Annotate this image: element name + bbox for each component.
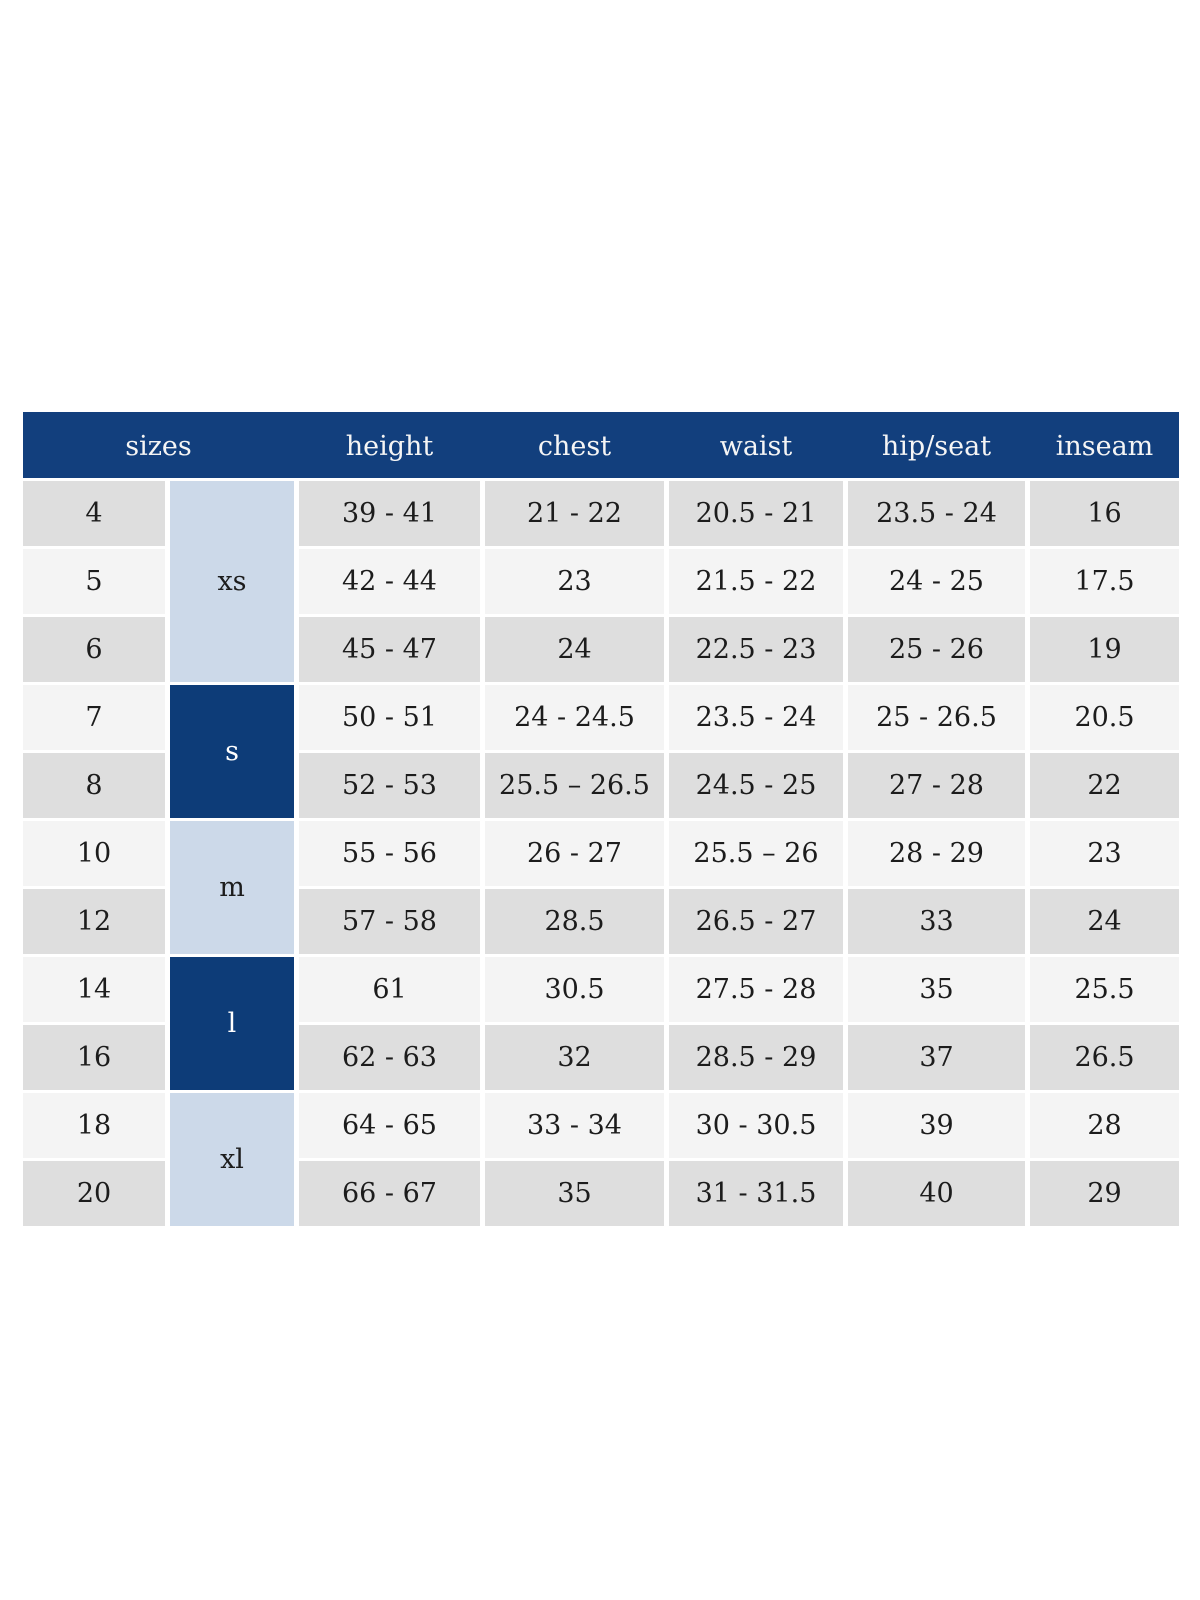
- inseam-cell: 16: [1030, 481, 1179, 546]
- size-cell: 14: [23, 957, 165, 1022]
- size-group-m: m: [170, 821, 294, 954]
- inseam-cell: 23: [1030, 821, 1179, 886]
- hip-seat-cell: 25 - 26: [848, 617, 1025, 682]
- height-cell: 42 - 44: [299, 549, 480, 614]
- chest-cell: 32: [485, 1025, 664, 1090]
- height-cell: 62 - 63: [299, 1025, 480, 1090]
- inseam-cell: 25.5: [1030, 957, 1179, 1022]
- size-cell: 5: [23, 549, 165, 614]
- waist-cell: 25.5 – 26: [669, 821, 843, 886]
- hip-seat-cell: 39: [848, 1093, 1025, 1158]
- size-cell: 7: [23, 685, 165, 750]
- size-group-xl: xl: [170, 1093, 294, 1226]
- chest-cell: 21 - 22: [485, 481, 664, 546]
- size-cell: 12: [23, 889, 165, 954]
- hip-seat-cell: 33: [848, 889, 1025, 954]
- inseam-cell: 29: [1030, 1161, 1179, 1226]
- chest-cell: 24 - 24.5: [485, 685, 664, 750]
- header-waist: waist: [719, 430, 793, 462]
- height-cell: 57 - 58: [299, 889, 480, 954]
- waist-cell: 20.5 - 21: [669, 481, 843, 546]
- chest-cell: 23: [485, 549, 664, 614]
- waist-cell: 28.5 - 29: [669, 1025, 843, 1090]
- hip-seat-cell: 28 - 29: [848, 821, 1025, 886]
- height-cell: 66 - 67: [299, 1161, 480, 1226]
- table-header-row: sizes height chest waist hip/seat inseam: [23, 412, 1179, 478]
- waist-cell: 30 - 30.5: [669, 1093, 843, 1158]
- inseam-cell: 24: [1030, 889, 1179, 954]
- waist-cell: 24.5 - 25: [669, 753, 843, 818]
- hip-seat-cell: 40: [848, 1161, 1025, 1226]
- hip-seat-cell: 27 - 28: [848, 753, 1025, 818]
- height-cell: 55 - 56: [299, 821, 480, 886]
- height-cell: 64 - 65: [299, 1093, 480, 1158]
- waist-cell: 27.5 - 28: [669, 957, 843, 1022]
- size-chart-table: sizes height chest waist hip/seat inseam…: [23, 412, 1179, 1226]
- inseam-cell: 22: [1030, 753, 1179, 818]
- size-cell: 6: [23, 617, 165, 682]
- hip-seat-cell: 35: [848, 957, 1025, 1022]
- waist-cell: 21.5 - 22: [669, 549, 843, 614]
- height-cell: 61: [299, 957, 480, 1022]
- waist-cell: 22.5 - 23: [669, 617, 843, 682]
- size-cell: 16: [23, 1025, 165, 1090]
- waist-cell: 31 - 31.5: [669, 1161, 843, 1226]
- height-cell: 50 - 51: [299, 685, 480, 750]
- inseam-cell: 20.5: [1030, 685, 1179, 750]
- inseam-cell: 17.5: [1030, 549, 1179, 614]
- inseam-cell: 26.5: [1030, 1025, 1179, 1090]
- chest-cell: 26 - 27: [485, 821, 664, 886]
- chest-cell: 30.5: [485, 957, 664, 1022]
- size-cell: 4: [23, 481, 165, 546]
- inseam-cell: 28: [1030, 1093, 1179, 1158]
- header-inseam: inseam: [1055, 430, 1154, 462]
- header-sizes: sizes: [125, 430, 192, 462]
- size-cell: 8: [23, 753, 165, 818]
- size-group-l: l: [170, 957, 294, 1090]
- inseam-cell: 19: [1030, 617, 1179, 682]
- size-group-xs: xs: [170, 481, 294, 682]
- size-cell: 18: [23, 1093, 165, 1158]
- header-hip-seat: hip/seat: [881, 430, 992, 462]
- header-chest: chest: [537, 430, 612, 462]
- chest-cell: 33 - 34: [485, 1093, 664, 1158]
- waist-cell: 26.5 - 27: [669, 889, 843, 954]
- size-cell: 10: [23, 821, 165, 886]
- chest-cell: 24: [485, 617, 664, 682]
- hip-seat-cell: 37: [848, 1025, 1025, 1090]
- hip-seat-cell: 25 - 26.5: [848, 685, 1025, 750]
- height-cell: 39 - 41: [299, 481, 480, 546]
- hip-seat-cell: 23.5 - 24: [848, 481, 1025, 546]
- chest-cell: 28.5: [485, 889, 664, 954]
- height-cell: 52 - 53: [299, 753, 480, 818]
- size-cell: 20: [23, 1161, 165, 1226]
- size-group-s: s: [170, 685, 294, 818]
- chest-cell: 35: [485, 1161, 664, 1226]
- chest-cell: 25.5 – 26.5: [485, 753, 664, 818]
- hip-seat-cell: 24 - 25: [848, 549, 1025, 614]
- height-cell: 45 - 47: [299, 617, 480, 682]
- waist-cell: 23.5 - 24: [669, 685, 843, 750]
- header-height: height: [345, 430, 434, 462]
